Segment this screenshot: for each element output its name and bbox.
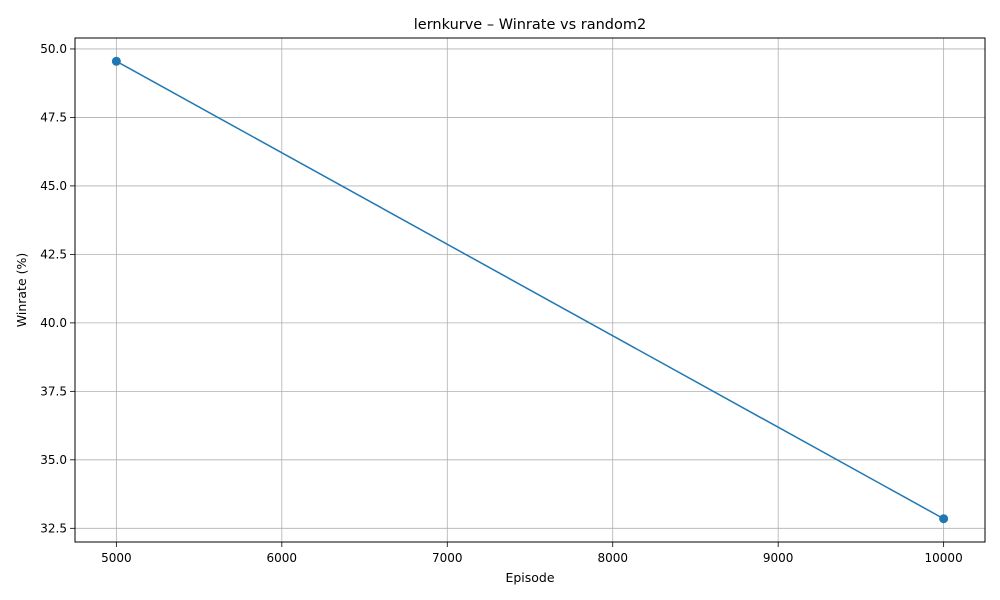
y-tick-label: 42.5 xyxy=(40,247,67,261)
y-axis: 32.5 35.0 37.5 40.0 42.5 45.0 47.5 50.0 xyxy=(40,42,75,535)
series-line xyxy=(115,60,945,520)
y-tick-label: 32.5 xyxy=(40,521,67,535)
y-tick-label: 45.0 xyxy=(40,179,67,193)
x-axis: 5000 6000 7000 8000 9000 10000 xyxy=(101,542,963,565)
chart-title: lernkurve – Winrate vs random2 xyxy=(414,17,646,33)
x-tick-label: 7000 xyxy=(432,551,463,565)
data-point xyxy=(939,514,949,524)
y-tick-label: 50.0 xyxy=(40,42,67,56)
x-axis-label: Episode xyxy=(505,570,554,585)
plot-frame xyxy=(74,37,986,543)
x-tick-label: 9000 xyxy=(763,551,794,565)
y-tick-label: 35.0 xyxy=(40,453,67,467)
x-tick-label: 5000 xyxy=(101,551,132,565)
y-axis-label: Winrate (%) xyxy=(14,253,29,327)
series-layer xyxy=(111,56,949,524)
y-tick-label: 47.5 xyxy=(40,110,67,124)
data-point xyxy=(111,56,121,66)
x-tick-label: 10000 xyxy=(925,551,963,565)
y-tick-label: 37.5 xyxy=(40,384,67,398)
x-tick-label: 8000 xyxy=(597,551,628,565)
grid xyxy=(75,38,985,542)
y-tick-label: 40.0 xyxy=(40,316,67,330)
x-tick-label: 6000 xyxy=(267,551,298,565)
